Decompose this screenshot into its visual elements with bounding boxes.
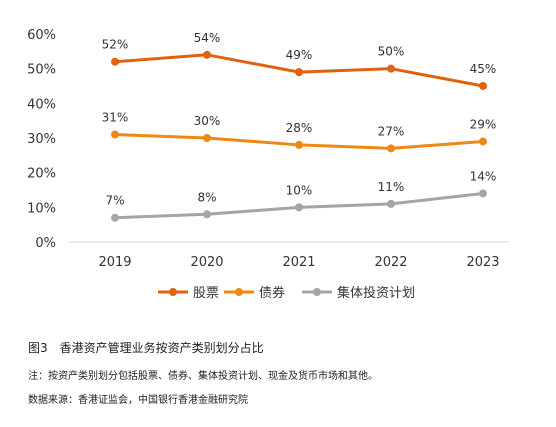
data-point: [203, 210, 211, 219]
data-label: 30%: [194, 114, 221, 128]
data-label: 45%: [470, 62, 497, 76]
y-tick-label: 0%: [35, 236, 56, 251]
legend-label: 债券: [259, 285, 285, 301]
data-label: 54%: [194, 31, 221, 45]
data-label: 14%: [470, 169, 497, 183]
y-tick-label: 60%: [27, 28, 56, 43]
data-label: 52%: [102, 38, 129, 52]
data-point: [295, 140, 303, 149]
series-layer: 52% 54% 49% 50% 45% 31% 30% 28% 27% 29% 7% 8% 10% 11%…: [102, 31, 497, 222]
series-2: 31% 30% 28% 27% 29%: [102, 111, 497, 153]
legend-item-1: 股票: [158, 286, 219, 301]
x-tick-label: 2019: [98, 255, 131, 270]
y-tick-label: 30%: [27, 132, 56, 147]
data-point: [479, 82, 487, 90]
legend-item-2: 债券: [224, 285, 285, 301]
data-point: [111, 213, 119, 222]
data-point: [203, 134, 211, 142]
data-point: [387, 144, 395, 153]
data-label: 49%: [286, 48, 313, 62]
data-point: [111, 57, 119, 66]
x-tick-label: 2020: [190, 255, 223, 270]
data-point: [295, 203, 303, 212]
figure-title: 图3 香港资产管理业务按资产类别划分占比: [28, 341, 264, 355]
y-tick-label: 10%: [27, 201, 56, 216]
data-label: 10%: [286, 183, 313, 197]
y-axis: 0% 10% 20% 30% 40% 50% 60%: [27, 28, 56, 251]
data-label: 28%: [286, 121, 313, 135]
legend: 股票 债券 集体投资计划: [158, 285, 415, 301]
data-label: 31%: [102, 111, 129, 125]
data-point: [387, 199, 395, 208]
series-3: 7% 8% 10% 11% 14%: [105, 169, 497, 222]
data-label: 29%: [470, 117, 497, 131]
data-point: [111, 130, 119, 139]
data-point: [387, 64, 395, 73]
data-label: 27%: [378, 124, 405, 138]
legend-marker: [169, 288, 177, 296]
x-tick-label: 2023: [466, 255, 499, 270]
legend-item-3: 集体投资计划: [302, 285, 415, 301]
data-label: 8%: [197, 190, 216, 204]
line-chart: 0% 10% 20% 30% 40% 50% 60% 2019 2020 2021 2022 202…: [27, 28, 510, 301]
x-axis: 2019 2020 2021 2022 2023: [68, 241, 510, 270]
legend-marker: [235, 288, 243, 296]
y-tick-label: 20%: [27, 167, 56, 182]
data-point: [295, 68, 303, 77]
data-label: 7%: [105, 194, 124, 208]
legend-label: 股票: [193, 286, 219, 301]
y-tick-label: 50%: [27, 63, 56, 78]
data-point: [479, 189, 487, 198]
figure-source: 数据来源：香港证监会，中国银行香港金融研究院: [28, 395, 248, 406]
figure-note: 注：按资产类别划分包括股票、债券、集体投资计划、现金及货币市场和其他。: [28, 371, 378, 382]
data-point: [203, 50, 211, 59]
series-1: 52% 54% 49% 50% 45%: [102, 31, 497, 90]
y-tick-label: 40%: [27, 97, 56, 112]
legend-label: 集体投资计划: [337, 285, 415, 301]
x-tick-label: 2022: [374, 255, 407, 270]
data-point: [479, 137, 487, 146]
x-tick-label: 2021: [282, 255, 315, 270]
data-label: 50%: [378, 45, 405, 59]
legend-marker: [313, 288, 321, 296]
data-label: 11%: [378, 180, 405, 194]
